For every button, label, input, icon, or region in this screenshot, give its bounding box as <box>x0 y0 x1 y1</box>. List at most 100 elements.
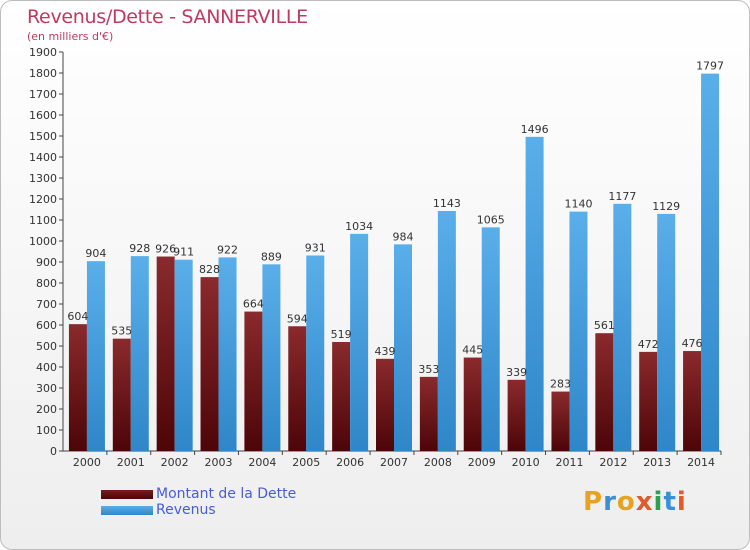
x-tick-label: 2001 <box>117 456 145 469</box>
bars <box>68 73 720 451</box>
data-label-revenus: 1140 <box>564 198 592 211</box>
x-tick-label: 2009 <box>468 456 496 469</box>
data-label-dette: 561 <box>594 319 615 332</box>
x-tick-label: 2004 <box>248 456 276 469</box>
data-label-dette: 472 <box>638 338 659 351</box>
logo-letter: x <box>635 487 654 517</box>
legend-label-dette: Montant de la Dette <box>156 486 297 502</box>
bar-revenus <box>657 213 676 451</box>
logo-letter: i <box>676 487 687 517</box>
data-label-dette: 353 <box>418 363 439 376</box>
y-tick-label: 800 <box>36 277 57 290</box>
data-label-revenus: 931 <box>305 241 326 254</box>
x-tick-label: 2003 <box>205 456 233 469</box>
data-label-dette: 339 <box>506 366 527 379</box>
bar-revenus <box>218 257 237 451</box>
proxiti-logo: Proxiti <box>583 487 687 517</box>
y-tick-label: 1200 <box>29 193 57 206</box>
bar-dette <box>376 358 394 451</box>
y-tick-label: 1100 <box>29 214 57 227</box>
y-tick-label: 500 <box>36 340 57 353</box>
y-tick-label: 600 <box>36 319 57 332</box>
bar-revenus <box>437 210 456 451</box>
y-tick-label: 200 <box>36 403 57 416</box>
y-tick-label: 900 <box>36 256 57 269</box>
bar-dette <box>332 342 351 451</box>
x-tick-label: 2007 <box>380 456 408 469</box>
bar-revenus <box>701 73 720 451</box>
data-label-revenus: 1797 <box>696 60 724 73</box>
x-tick-label: 2012 <box>599 456 627 469</box>
y-tick-label: 300 <box>36 382 57 395</box>
data-label-revenus: 1143 <box>433 197 461 210</box>
x-tick-label: 2002 <box>161 456 189 469</box>
bar-dette <box>507 379 526 451</box>
data-label-revenus: 889 <box>261 250 282 263</box>
data-label-dette: 828 <box>199 263 220 276</box>
chart-subtitle: (en milliers d'€) <box>27 30 114 43</box>
y-tick-label: 100 <box>36 424 57 437</box>
bar-dette <box>595 333 614 451</box>
data-label-dette: 664 <box>243 298 264 311</box>
data-label-revenus: 1065 <box>477 213 505 226</box>
logo-letter: t <box>663 487 677 517</box>
bar-revenus <box>569 211 588 451</box>
logo-letter: P <box>583 487 604 517</box>
bar-dette <box>288 326 307 451</box>
data-label-dette: 439 <box>375 345 396 358</box>
data-label-dette: 535 <box>111 325 132 338</box>
data-label-revenus: 904 <box>85 247 106 260</box>
y-tick-label: 1500 <box>29 130 57 143</box>
x-tick-label: 2014 <box>687 456 715 469</box>
bar-revenus <box>613 203 632 451</box>
logo-letter: r <box>603 487 617 517</box>
bar-revenus <box>394 244 412 451</box>
y-tick-label: 1000 <box>29 235 57 248</box>
y-tick-label: 1400 <box>29 151 57 164</box>
bar-dette <box>419 376 438 451</box>
legend-swatch-revenus <box>101 506 153 515</box>
x-tick-label: 2005 <box>292 456 320 469</box>
logo-letter: i <box>653 487 664 517</box>
bar-dette <box>683 351 702 451</box>
x-tick-label: 2006 <box>336 456 364 469</box>
data-label-revenus: 1034 <box>345 220 373 233</box>
data-label-dette: 445 <box>462 344 483 357</box>
bar-revenus <box>262 264 281 451</box>
x-tick-label: 2010 <box>512 456 540 469</box>
legend-label-revenus: Revenus <box>156 502 216 518</box>
y-tick-label: 1600 <box>29 109 57 122</box>
data-label-revenus: 1496 <box>521 123 549 136</box>
data-label-revenus: 984 <box>393 230 414 243</box>
y-tick-label: 700 <box>36 298 57 311</box>
bar-dette <box>112 338 131 451</box>
data-label-dette: 283 <box>550 378 571 391</box>
y-tick-label: 1800 <box>29 67 57 80</box>
bar-dette <box>551 391 570 451</box>
y-tick-label: 0 <box>50 445 57 458</box>
bar-revenus <box>481 227 500 451</box>
x-tick-label: 2011 <box>555 456 583 469</box>
x-tick-label: 2013 <box>643 456 671 469</box>
y-tick-label: 400 <box>36 361 57 374</box>
bar-dette <box>200 277 219 451</box>
bar-dette <box>463 357 482 451</box>
bar-revenus <box>306 255 325 451</box>
bar-dette <box>156 256 175 451</box>
data-label-revenus: 911 <box>173 246 194 259</box>
bar-dette <box>68 324 87 451</box>
data-label-revenus: 922 <box>217 243 238 256</box>
legend-swatch-dette <box>101 490 153 499</box>
data-label-dette: 476 <box>682 337 703 350</box>
bar-revenus <box>86 261 105 451</box>
x-tick-label: 2008 <box>424 456 452 469</box>
bar-dette <box>244 311 263 451</box>
data-label-revenus: 1129 <box>652 200 680 213</box>
y-tick-label: 1300 <box>29 172 57 185</box>
bar-dette <box>639 351 658 451</box>
data-label-revenus: 928 <box>129 242 150 255</box>
chart-title: Revenus/Dette - SANNERVILLE <box>27 6 308 28</box>
